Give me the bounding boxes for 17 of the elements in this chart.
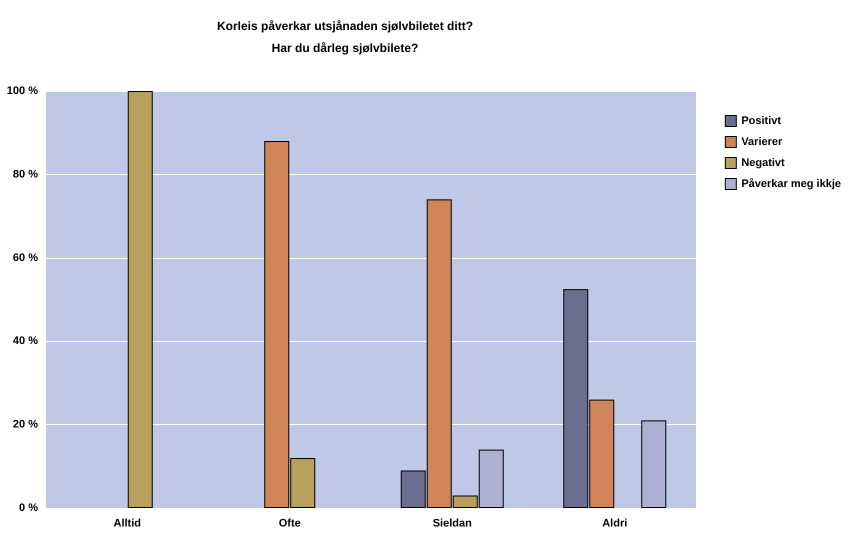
y-tick-label: 80 %: [12, 168, 38, 180]
x-tick-label: Ofte: [278, 518, 301, 530]
legend-label: Positivt: [741, 115, 782, 127]
x-tick-label: Aldri: [602, 518, 628, 530]
y-tick-label: 40 %: [12, 335, 38, 348]
legend-label: Påverkar meg ikkje: [741, 177, 842, 190]
y-tick-label: 0 %: [19, 502, 38, 514]
legend-label: Varierer: [741, 136, 784, 148]
x-tick-label: Sieldan: [432, 518, 472, 530]
y-tick-label: 60 %: [12, 252, 38, 264]
y-tick-label: 20 %: [12, 418, 38, 431]
legend-label: Negativt: [741, 157, 786, 169]
chart-title: Korleis påverkar utsjånaden sjølvbiletet ditt? Har du dårleg sjølvbilete?: [216, 19, 474, 55]
x-tick-label: Alltid: [114, 518, 141, 530]
y-tick-label: 100 %: [6, 85, 38, 97]
bar: [128, 91, 153, 508]
bar: [641, 420, 666, 508]
